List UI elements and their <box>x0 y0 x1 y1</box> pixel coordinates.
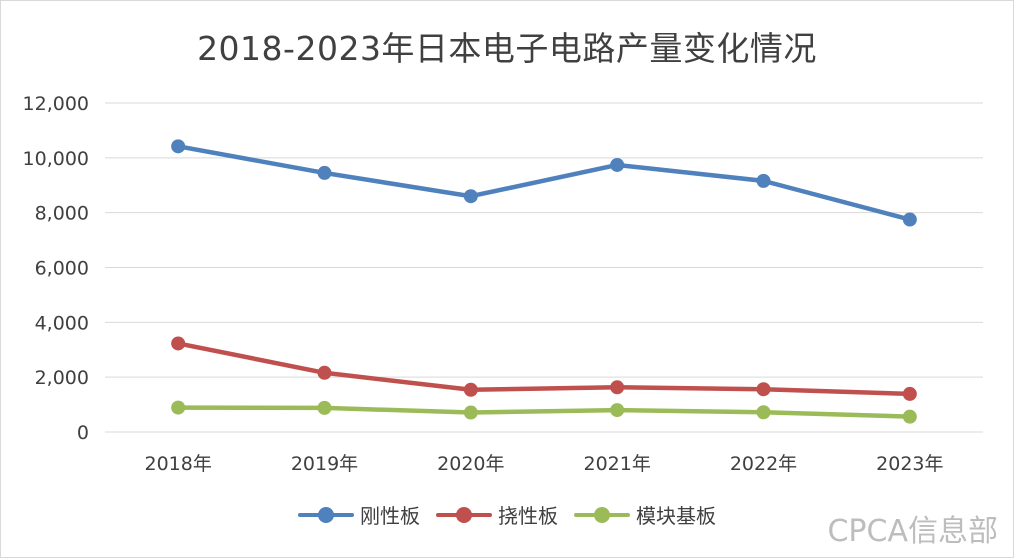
data-point <box>463 189 478 204</box>
data-point <box>902 212 917 227</box>
x-tick-label: 2020年 <box>437 453 504 475</box>
data-point <box>171 400 186 415</box>
data-point <box>610 403 625 418</box>
y-axis-ticks: 0 2,000 4,000 6,000 8,000 10,000 12,000 <box>23 93 89 444</box>
legend-item: 挠性板 <box>436 500 558 529</box>
data-point <box>317 365 332 380</box>
data-point <box>463 382 478 397</box>
gridlines <box>105 102 983 433</box>
data-point <box>610 157 625 172</box>
data-point <box>317 165 332 180</box>
x-tick-label: 2019年 <box>291 453 358 475</box>
legend-label: 挠性板 <box>498 504 558 528</box>
data-point <box>902 386 917 401</box>
data-point <box>171 336 186 351</box>
y-tick-label: 4,000 <box>35 312 89 334</box>
y-tick-label: 10,000 <box>23 148 89 170</box>
y-tick-label: 12,000 <box>23 93 89 115</box>
y-tick-label: 0 <box>77 422 89 444</box>
y-tick-label: 6,000 <box>35 258 89 280</box>
watermark: CPCA信息部 <box>827 514 998 549</box>
legend-item: 模块基板 <box>574 500 716 529</box>
legend-swatch <box>298 506 354 523</box>
legend-swatch <box>574 506 630 523</box>
chart-title: 2018-2023年日本电子电路产量变化情况 <box>197 29 817 68</box>
series-line <box>175 144 913 222</box>
data-point <box>171 139 186 154</box>
legend: 刚性板 挠性板 模块基板 <box>0 500 1014 529</box>
legend-item: 刚性板 <box>298 500 420 529</box>
y-tick-label: 2,000 <box>35 367 89 389</box>
data-point <box>756 382 771 397</box>
x-tick-label: 2022年 <box>730 453 797 475</box>
data-point <box>317 400 332 415</box>
series-line <box>175 405 913 419</box>
data-point <box>756 173 771 188</box>
x-tick-label: 2021年 <box>583 453 650 475</box>
legend-swatch <box>436 506 492 523</box>
y-tick-label: 8,000 <box>35 203 89 225</box>
x-axis-ticks: 2018年 2019年 2020年 2021年 2022年 2023年 <box>144 453 943 475</box>
x-tick-label: 2018年 <box>144 453 211 475</box>
legend-label: 模块基板 <box>636 504 716 528</box>
series-line <box>175 341 913 397</box>
x-tick-label: 2023年 <box>876 453 943 475</box>
data-point <box>756 405 771 420</box>
data-point <box>610 380 625 395</box>
data-point <box>463 405 478 420</box>
data-point <box>902 409 917 424</box>
legend-label: 刚性板 <box>360 504 420 528</box>
series-group <box>171 139 917 424</box>
